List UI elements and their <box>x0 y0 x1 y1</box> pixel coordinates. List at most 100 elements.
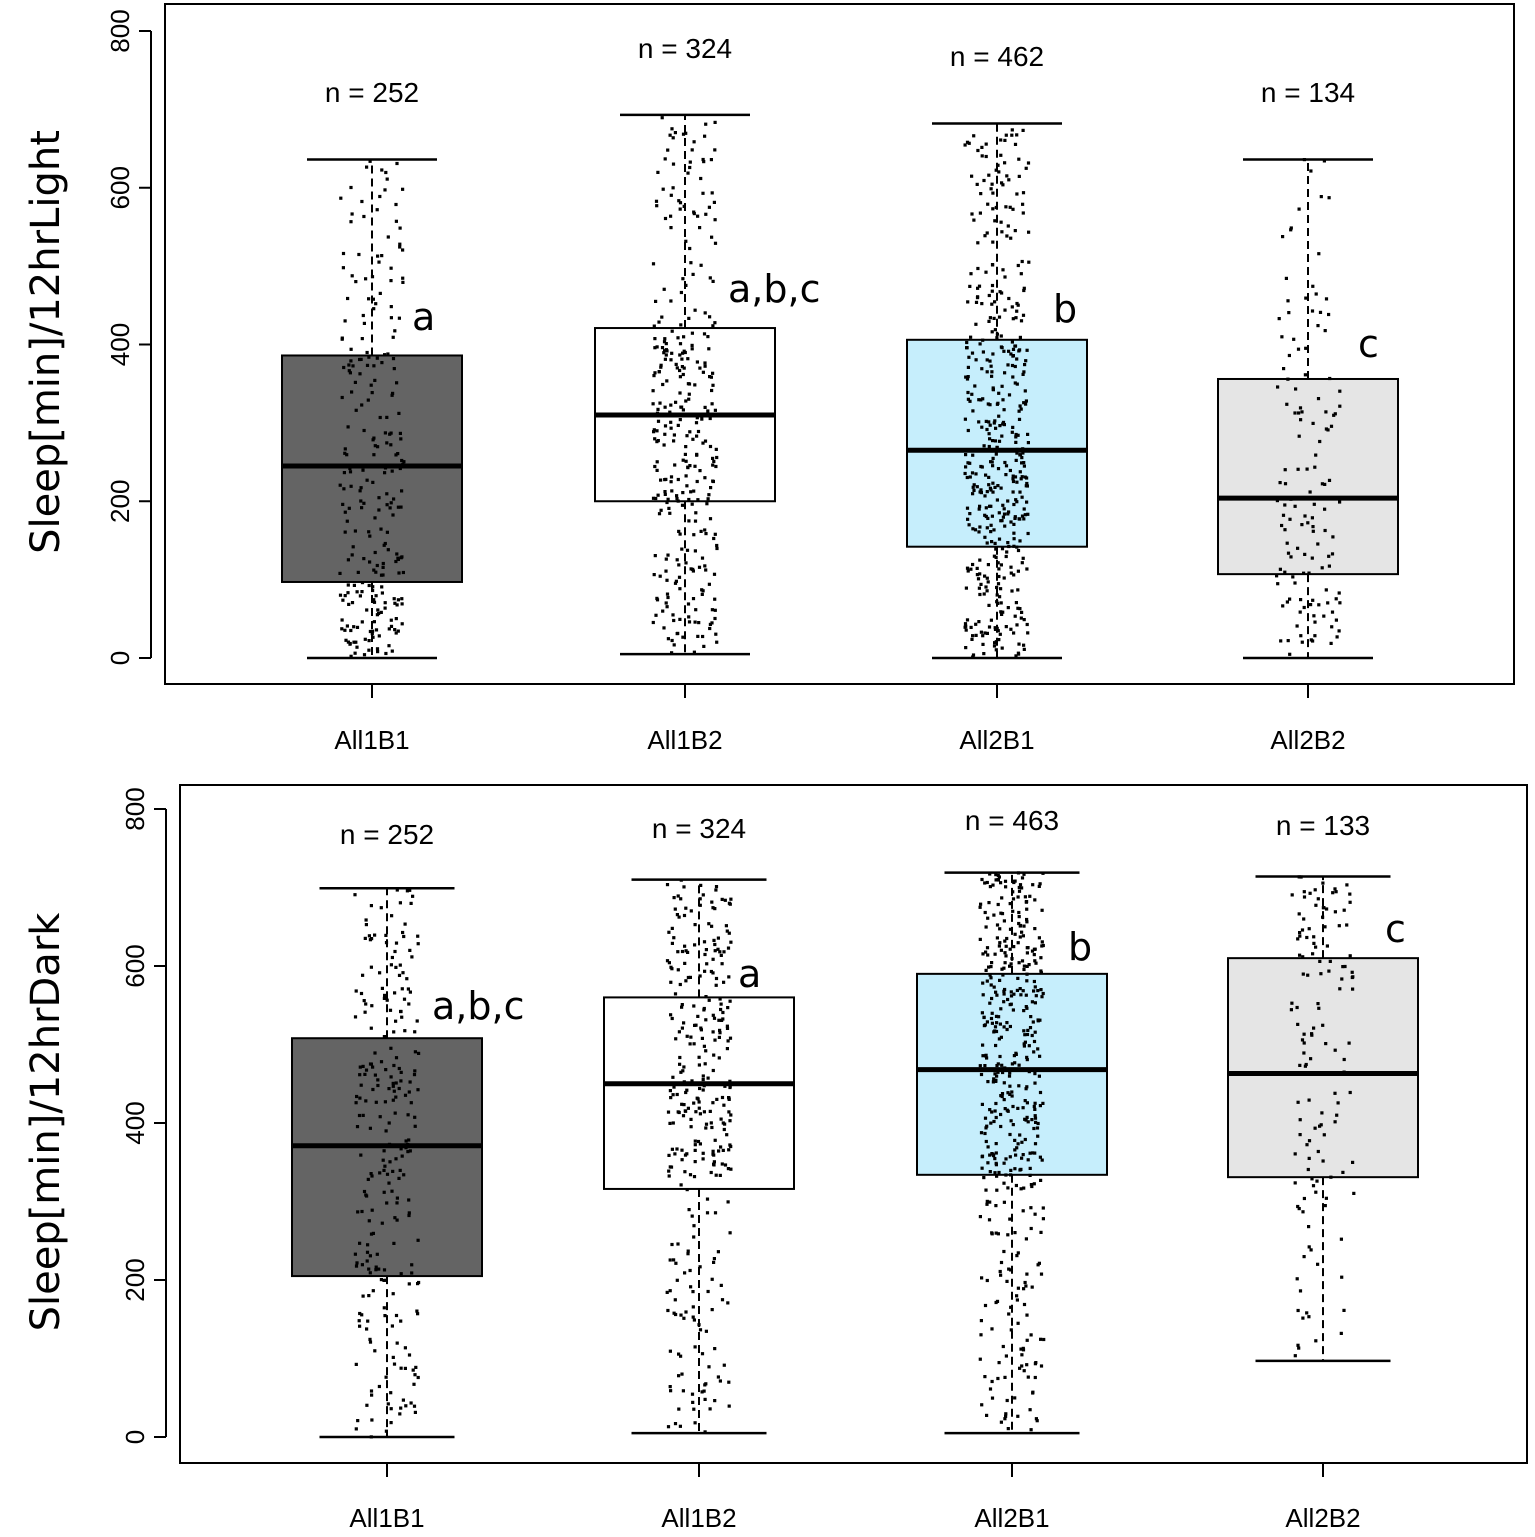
data-point <box>690 502 694 506</box>
data-point <box>369 1435 373 1439</box>
data-point <box>689 1125 693 1129</box>
data-point <box>714 983 718 987</box>
data-point <box>1006 1427 1010 1431</box>
data-point <box>1027 963 1031 967</box>
data-point <box>395 1218 399 1222</box>
data-point <box>389 266 393 270</box>
data-point <box>716 936 720 940</box>
data-point <box>1021 451 1025 455</box>
data-point <box>966 390 970 395</box>
data-point <box>395 381 399 385</box>
data-point <box>362 428 366 433</box>
data-point <box>371 635 375 639</box>
box-all1b2 <box>603 996 795 1190</box>
data-point <box>701 634 705 639</box>
data-point <box>391 1169 395 1173</box>
data-point <box>989 364 993 368</box>
data-point <box>1019 1187 1023 1191</box>
data-point <box>1023 895 1027 899</box>
data-point <box>394 1157 398 1161</box>
data-point <box>1009 1305 1013 1309</box>
data-point <box>654 496 658 501</box>
significance-label: c <box>1358 322 1379 366</box>
data-point <box>672 618 676 623</box>
data-point <box>998 941 1002 945</box>
data-point <box>668 1349 672 1353</box>
data-point <box>1001 503 1005 507</box>
data-point <box>1314 292 1318 296</box>
data-point <box>366 1319 370 1323</box>
data-point <box>729 1113 733 1117</box>
data-point <box>724 924 728 928</box>
data-point <box>659 508 663 512</box>
data-point <box>997 875 1001 879</box>
data-point <box>1289 555 1293 559</box>
data-point <box>1026 1375 1030 1379</box>
data-point <box>694 1110 698 1114</box>
data-point <box>995 1299 1000 1303</box>
data-point <box>990 1379 994 1384</box>
data-point <box>1298 1289 1303 1293</box>
data-point <box>988 973 992 977</box>
data-point <box>678 1062 682 1066</box>
data-point <box>338 571 342 575</box>
jitter-points-all1b1 <box>353 888 421 1439</box>
data-point <box>1025 1006 1029 1010</box>
data-point <box>1001 183 1005 187</box>
data-point <box>342 487 346 491</box>
data-point <box>378 415 382 420</box>
data-point <box>996 878 1000 882</box>
data-point <box>1295 1005 1299 1010</box>
data-point <box>343 510 347 514</box>
data-point <box>963 622 968 626</box>
data-point <box>374 1100 378 1104</box>
data-point <box>1328 376 1332 381</box>
data-point <box>983 1116 988 1120</box>
data-point <box>702 1389 706 1393</box>
data-point <box>672 896 676 900</box>
data-point <box>395 552 399 556</box>
data-point <box>963 417 967 421</box>
data-point <box>981 350 985 354</box>
data-point <box>978 592 982 597</box>
data-point <box>1301 1316 1305 1320</box>
data-point <box>1351 1160 1355 1164</box>
data-point <box>1329 641 1333 645</box>
data-point <box>384 651 388 656</box>
data-point <box>709 375 713 379</box>
data-point <box>1014 1051 1018 1055</box>
data-point <box>684 1090 688 1095</box>
data-point <box>402 934 406 939</box>
data-point <box>995 1064 999 1068</box>
data-point <box>966 375 970 379</box>
data-point <box>996 1376 1000 1381</box>
data-point <box>713 321 717 325</box>
data-point <box>389 963 393 967</box>
data-point <box>1334 597 1338 601</box>
data-point <box>377 260 381 264</box>
data-point <box>990 540 994 544</box>
data-point <box>348 641 352 646</box>
data-point <box>1341 965 1345 969</box>
data-point <box>402 460 406 464</box>
data-point <box>693 464 697 468</box>
box-all1b1 <box>291 1037 483 1278</box>
data-point <box>363 1010 367 1014</box>
data-point <box>1334 890 1338 894</box>
data-point <box>374 1268 378 1272</box>
data-point <box>1026 441 1030 445</box>
data-point <box>983 910 987 915</box>
data-point <box>1320 566 1324 570</box>
data-point <box>963 471 967 476</box>
data-point <box>369 1232 374 1236</box>
data-point <box>1301 1210 1305 1214</box>
data-point <box>978 905 982 909</box>
data-point <box>401 930 405 935</box>
data-point <box>1025 1338 1029 1342</box>
data-point <box>680 1102 684 1106</box>
data-point <box>984 968 988 972</box>
data-point <box>1009 1268 1013 1272</box>
data-point <box>1016 1321 1020 1325</box>
data-point <box>364 277 368 281</box>
data-point <box>1010 1062 1014 1066</box>
